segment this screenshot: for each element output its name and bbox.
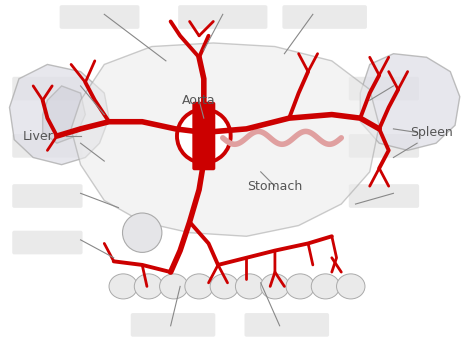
Polygon shape: [360, 54, 460, 150]
Ellipse shape: [160, 274, 188, 299]
FancyBboxPatch shape: [349, 184, 419, 208]
FancyBboxPatch shape: [12, 231, 82, 255]
Ellipse shape: [286, 274, 314, 299]
FancyBboxPatch shape: [178, 5, 267, 29]
Polygon shape: [71, 43, 379, 236]
Text: Aorta: Aorta: [182, 94, 216, 107]
Circle shape: [122, 213, 162, 252]
Ellipse shape: [134, 274, 163, 299]
Ellipse shape: [337, 274, 365, 299]
Polygon shape: [43, 86, 85, 143]
FancyBboxPatch shape: [245, 313, 329, 337]
Ellipse shape: [109, 274, 137, 299]
Text: Stomach: Stomach: [247, 180, 302, 193]
FancyBboxPatch shape: [12, 134, 82, 158]
FancyBboxPatch shape: [283, 5, 367, 29]
FancyBboxPatch shape: [192, 102, 215, 170]
Ellipse shape: [236, 274, 264, 299]
Circle shape: [177, 109, 231, 163]
FancyBboxPatch shape: [12, 184, 82, 208]
Polygon shape: [9, 64, 109, 165]
Ellipse shape: [210, 274, 238, 299]
FancyBboxPatch shape: [12, 77, 82, 101]
Ellipse shape: [311, 274, 340, 299]
FancyBboxPatch shape: [60, 5, 139, 29]
FancyBboxPatch shape: [349, 134, 419, 158]
Text: Spleen: Spleen: [410, 126, 453, 139]
Ellipse shape: [261, 274, 289, 299]
Ellipse shape: [185, 274, 213, 299]
Text: Liver: Liver: [23, 130, 53, 142]
FancyBboxPatch shape: [131, 313, 215, 337]
FancyBboxPatch shape: [349, 77, 419, 101]
